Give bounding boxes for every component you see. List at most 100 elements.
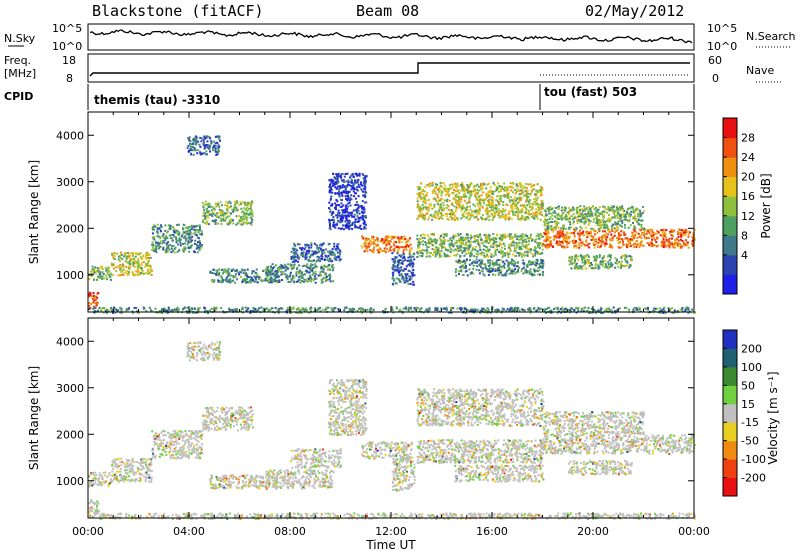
- data-cell: [342, 224, 345, 227]
- data-cell: [341, 194, 344, 197]
- data-cell: [498, 216, 501, 219]
- data-cell: [592, 220, 595, 223]
- data-cell: [329, 224, 331, 227]
- data-cell: [474, 235, 477, 238]
- data-cell: [462, 264, 465, 267]
- data-cell: [324, 265, 327, 268]
- data-cell: [348, 219, 351, 222]
- data-cell: [137, 266, 140, 268]
- data-cell: [324, 274, 327, 276]
- data-cell: [346, 215, 349, 217]
- data-cell: [445, 188, 448, 191]
- data-cell: [346, 224, 349, 227]
- data-cell: [531, 262, 534, 265]
- data-cell: [469, 234, 472, 237]
- data-cell: [159, 237, 162, 240]
- data-cell: [177, 231, 180, 234]
- data-cell: [197, 241, 199, 244]
- data-cell: [335, 204, 338, 207]
- data-cell: [449, 215, 452, 218]
- data-cell: [363, 196, 366, 198]
- data-cell: [628, 212, 631, 215]
- data-cell: [318, 256, 321, 259]
- data-cell: [364, 178, 367, 181]
- data-cell: [495, 240, 498, 243]
- data-cell: [157, 247, 160, 250]
- data-cell: [146, 272, 149, 275]
- data-cell: [468, 241, 471, 244]
- data-cell: [329, 275, 332, 278]
- data-cell: [397, 259, 400, 262]
- data-cell: [547, 232, 550, 235]
- data-cell: [424, 199, 427, 202]
- data-cell: [217, 216, 220, 219]
- data-cell: [329, 190, 332, 193]
- data-cell: [398, 254, 401, 257]
- data-cell: [135, 262, 137, 265]
- data-cell: [578, 209, 581, 212]
- data-cell: [450, 244, 453, 247]
- data-cell: [195, 142, 198, 145]
- data-cell: [444, 253, 447, 256]
- data-cell: [575, 227, 578, 230]
- data-cell: [276, 272, 279, 274]
- data-cell: [628, 245, 631, 248]
- data-cell: [328, 207, 330, 210]
- data-cell: [127, 271, 130, 274]
- data-cell: [555, 220, 558, 223]
- data-cell: [675, 243, 678, 246]
- data-cell: [215, 216, 218, 218]
- data-cell: [145, 252, 148, 255]
- data-cell: [478, 272, 481, 275]
- data-cell: [237, 272, 240, 275]
- data-cell: [347, 202, 350, 205]
- data-cell: [666, 239, 669, 242]
- data-cell: [187, 241, 190, 244]
- data-cell: [455, 199, 458, 202]
- data-cell: [331, 251, 334, 254]
- data-cell: [122, 274, 125, 277]
- data-cell: [422, 243, 425, 246]
- data-cell: [235, 215, 238, 218]
- data-cell: [515, 197, 518, 200]
- data-cell: [247, 276, 250, 278]
- data-cell: [655, 245, 658, 248]
- data-cell: [192, 139, 194, 141]
- data-cell: [445, 234, 448, 237]
- data-cell: [382, 250, 384, 252]
- data-cell: [341, 209, 344, 212]
- data-cell: [223, 212, 226, 215]
- data-cell: [560, 232, 563, 235]
- data-cell: [494, 212, 497, 215]
- data-cell: [395, 269, 398, 272]
- data-cell: [451, 243, 454, 246]
- data-cell: [239, 217, 242, 220]
- data-cell: [479, 263, 482, 266]
- data-cell: [214, 214, 217, 217]
- data-cell: [541, 248, 544, 251]
- data-cell: [393, 240, 396, 243]
- data-cell: [503, 188, 506, 191]
- data-cell: [608, 230, 610, 233]
- data-cell: [685, 239, 688, 242]
- data-cell: [315, 244, 318, 247]
- data-cell: [471, 246, 474, 249]
- data-cell: [525, 191, 528, 194]
- data-cell: [467, 252, 470, 255]
- data-cell: [521, 268, 524, 270]
- data-cell: [503, 247, 506, 250]
- data-cell: [529, 268, 532, 271]
- data-cell: [523, 271, 526, 274]
- data-cell: [460, 270, 463, 273]
- data-cell: [151, 249, 154, 252]
- data-cell: [481, 270, 484, 273]
- data-cell: [303, 273, 306, 276]
- data-cell: [497, 271, 500, 274]
- data-cell: [348, 227, 351, 230]
- data-cell: [475, 192, 478, 195]
- data-cell: [217, 281, 220, 283]
- data-cell: [562, 245, 565, 248]
- data-cell: [347, 184, 349, 186]
- data-cell: [515, 242, 518, 245]
